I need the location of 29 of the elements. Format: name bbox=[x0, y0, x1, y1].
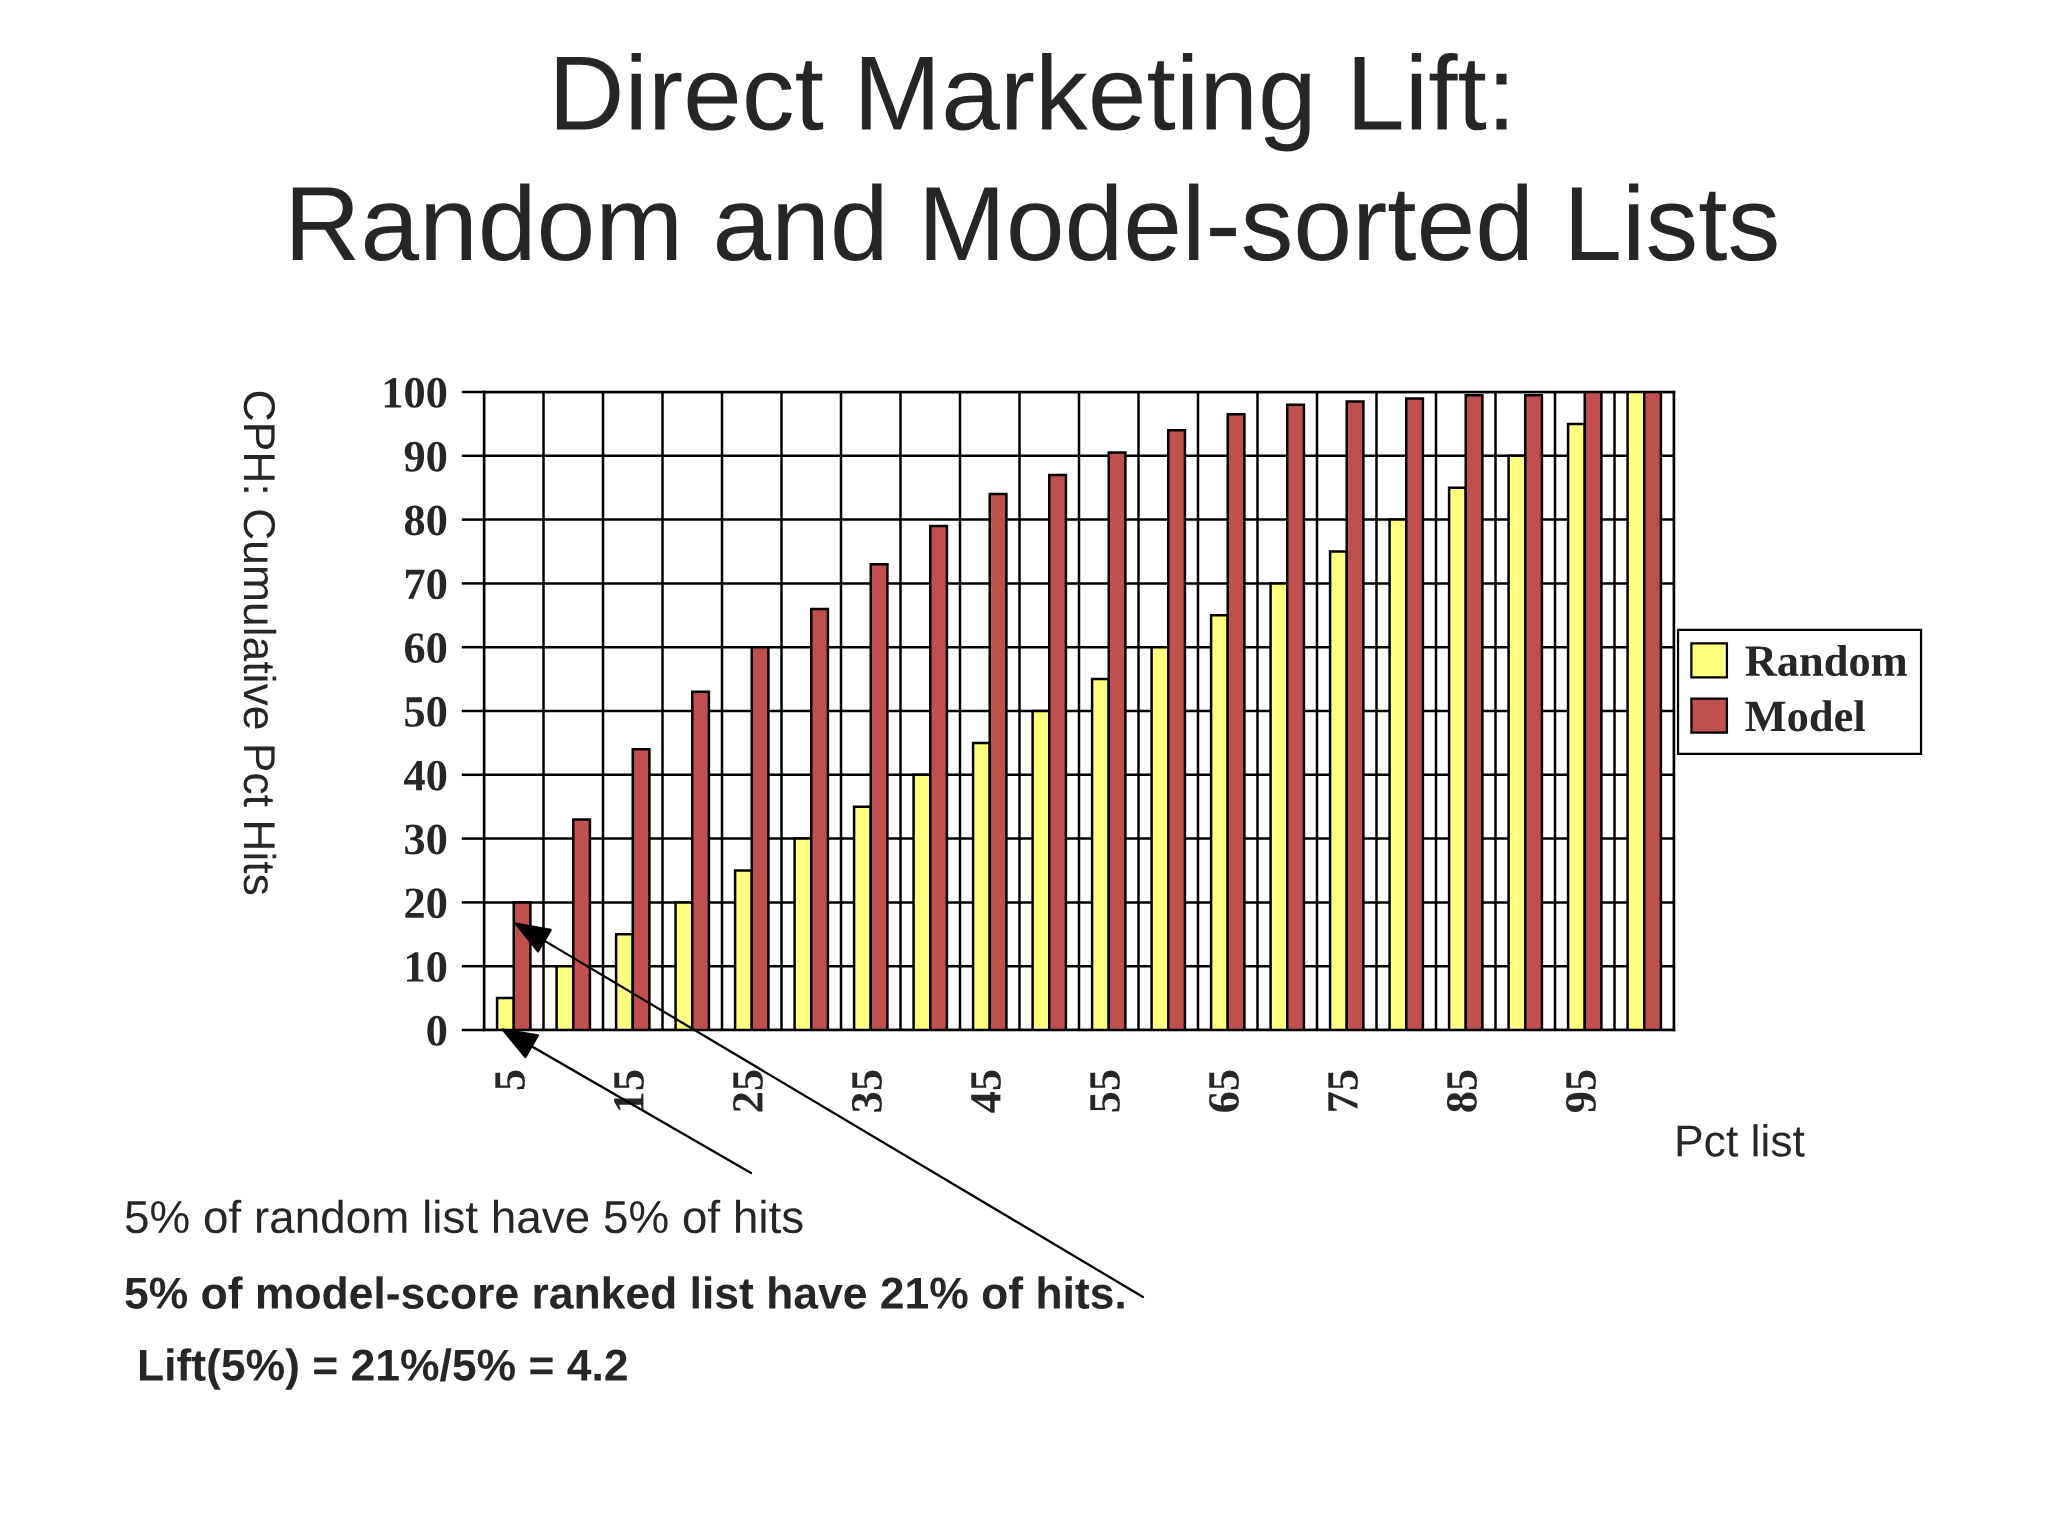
x-tick-label: 5 bbox=[495, 1070, 525, 1090]
x-tick-label: 65 bbox=[1209, 1070, 1239, 1112]
y-tick-label: 20 bbox=[405, 888, 447, 919]
y-axis-title: CPH: Cumulative Pct Hits bbox=[243, 391, 277, 895]
chart-title: Direct Marketing Lift: Random and Model-sorted Lists bbox=[292, 53, 1777, 262]
x-tick-label: 45 bbox=[971, 1070, 1001, 1113]
x-tick-label: 85 bbox=[1446, 1070, 1477, 1112]
x-tick-label: 95 bbox=[1566, 1070, 1596, 1113]
text: 5% of model-score ranked list have 21% of hits. bbox=[125, 1276, 1124, 1309]
x-axis-title: Pct list bbox=[1677, 1124, 1805, 1157]
y-tick-label: 90 bbox=[404, 441, 447, 472]
x-tick-label: 25 bbox=[733, 1070, 763, 1112]
y-tick-label: 80 bbox=[404, 505, 447, 536]
y-tick-label: 70 bbox=[405, 569, 447, 600]
y-tick-label: 40 bbox=[404, 760, 447, 791]
x-tick-label: 15 bbox=[614, 1070, 644, 1110]
y-tick-label: 0 bbox=[427, 1015, 447, 1046]
text: Lift(5%) = 21%/5% = 4.2 bbox=[139, 1348, 627, 1390]
y-tick-label: 60 bbox=[404, 633, 447, 664]
legend-label: Random bbox=[1745, 644, 1907, 677]
y-tick-label: 50 bbox=[405, 696, 447, 727]
x-tick-label: 55 bbox=[1090, 1070, 1120, 1112]
y-tick-label: 10 bbox=[407, 952, 447, 983]
y-tick-label: 100 bbox=[384, 377, 447, 408]
x-tick-label: 35 bbox=[852, 1070, 882, 1112]
legend-label: Model bbox=[1745, 700, 1865, 732]
x-tick-label: 75 bbox=[1328, 1070, 1358, 1111]
y-tick-label: 30 bbox=[405, 824, 447, 855]
text: 5% of random list have 5% of hits bbox=[125, 1199, 803, 1234]
